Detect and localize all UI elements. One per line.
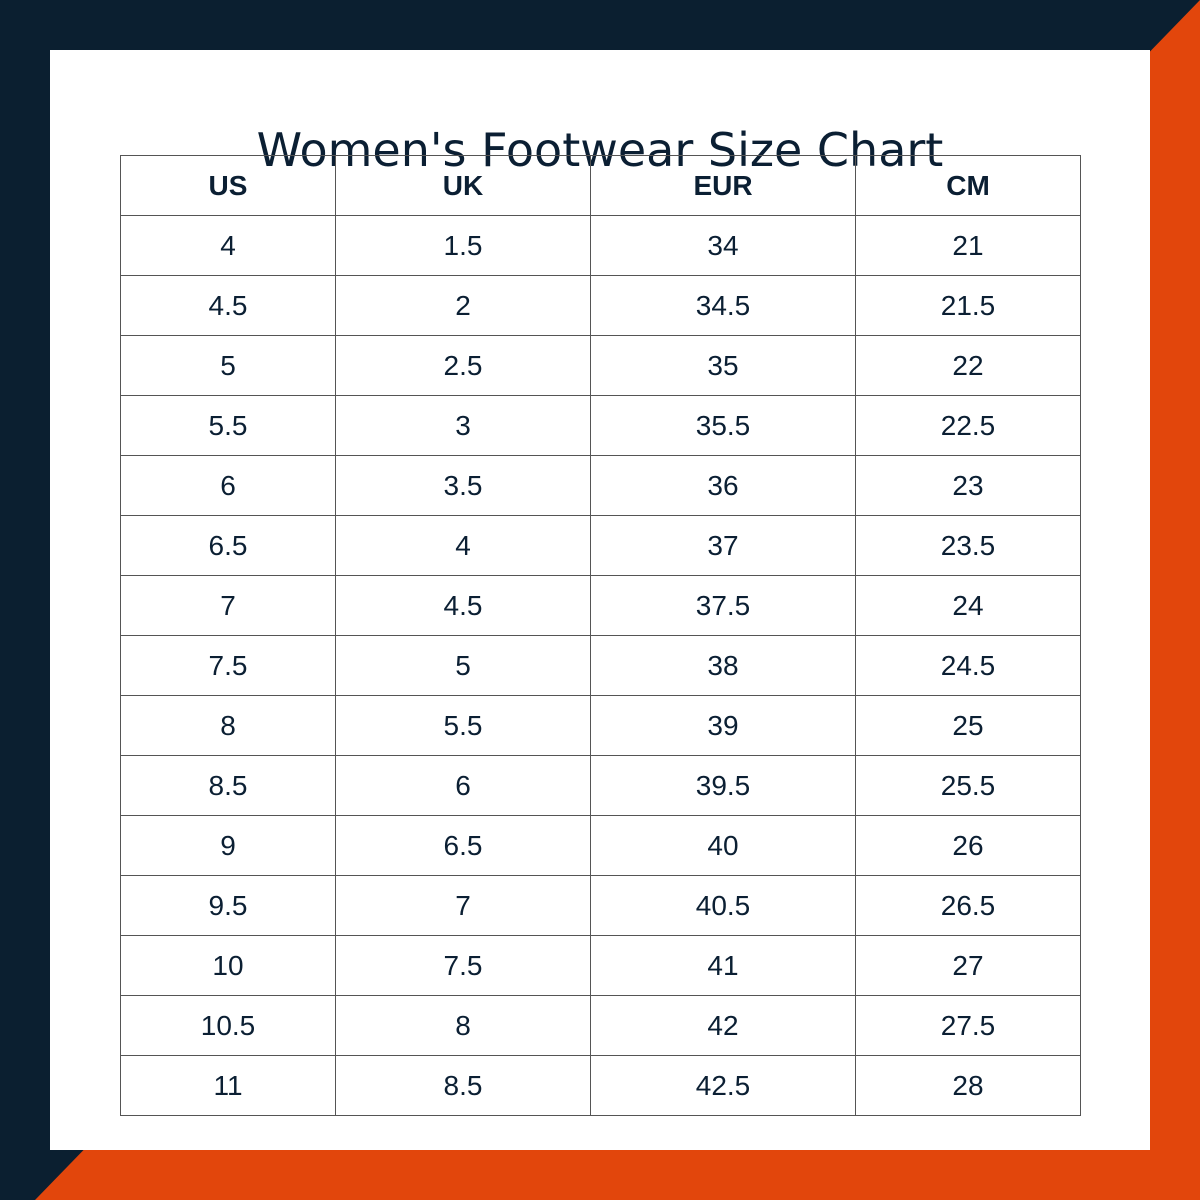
table-cell: 21.5 — [855, 275, 1081, 336]
table-cell: 2.5 — [335, 335, 591, 396]
table-cell: 8.5 — [335, 1055, 591, 1116]
table-row: 8 5.5 39 25 — [120, 695, 1081, 756]
table-cell: 38 — [590, 635, 856, 696]
table-row: 6 3.5 36 23 — [120, 455, 1081, 516]
table-cell: 37.5 — [590, 575, 856, 636]
table-cell: 27.5 — [855, 995, 1081, 1056]
table-cell: 7 — [335, 875, 591, 936]
table-row: 4 1.5 34 21 — [120, 215, 1081, 276]
table-row: 11 8.5 42.5 28 — [120, 1055, 1081, 1116]
table-cell: 42 — [590, 995, 856, 1056]
table-cell: 23.5 — [855, 515, 1081, 576]
table-cell: 26 — [855, 815, 1081, 876]
table-cell: 35.5 — [590, 395, 856, 456]
table-cell: 41 — [590, 935, 856, 996]
table-row: 7 4.5 37.5 24 — [120, 575, 1081, 636]
table-cell: 1.5 — [335, 215, 591, 276]
table-cell: 9 — [120, 815, 336, 876]
table-cell: 5.5 — [120, 395, 336, 456]
table-cell: 37 — [590, 515, 856, 576]
table-cell: 24 — [855, 575, 1081, 636]
table-cell: 34.5 — [590, 275, 856, 336]
table-cell: 24.5 — [855, 635, 1081, 696]
table-cell: 21 — [855, 215, 1081, 276]
table-cell: 40 — [590, 815, 856, 876]
table-cell: 25 — [855, 695, 1081, 756]
table-cell: 7.5 — [120, 635, 336, 696]
table-cell: 9.5 — [120, 875, 336, 936]
table-cell: 27 — [855, 935, 1081, 996]
table-row: 10.5 8 42 27.5 — [120, 995, 1081, 1056]
table-cell: 7.5 — [335, 935, 591, 996]
table-body: 4 1.5 34 21 4.5 2 34.5 21.5 5 2.5 35 22 5.5 3 35.5 22.5… — [120, 215, 1081, 1116]
table-row: 4.5 2 34.5 21.5 — [120, 275, 1081, 336]
table-cell: 8 — [335, 995, 591, 1056]
table-cell: 39 — [590, 695, 856, 756]
table-row: 7.5 5 38 24.5 — [120, 635, 1081, 696]
table-cell: 11 — [120, 1055, 336, 1116]
column-header: UK — [335, 155, 591, 216]
table-row: 8.5 6 39.5 25.5 — [120, 755, 1081, 816]
table-cell: 4.5 — [335, 575, 591, 636]
table-cell: 22.5 — [855, 395, 1081, 456]
table-cell: 6.5 — [120, 515, 336, 576]
table-row: 9.5 7 40.5 26.5 — [120, 875, 1081, 936]
table-cell: 42.5 — [590, 1055, 856, 1116]
column-header: CM — [855, 155, 1081, 216]
table-cell: 8.5 — [120, 755, 336, 816]
table-cell: 22 — [855, 335, 1081, 396]
table-cell: 4 — [120, 215, 336, 276]
table-cell: 10.5 — [120, 995, 336, 1056]
table-cell: 28 — [855, 1055, 1081, 1116]
table-row: 6.5 4 37 23.5 — [120, 515, 1081, 576]
table-cell: 5.5 — [335, 695, 591, 756]
table-cell: 25.5 — [855, 755, 1081, 816]
table-cell: 3.5 — [335, 455, 591, 516]
table-cell: 5 — [335, 635, 591, 696]
table-cell: 6 — [120, 455, 336, 516]
table-cell: 3 — [335, 395, 591, 456]
table-cell: 10 — [120, 935, 336, 996]
table-cell: 6.5 — [335, 815, 591, 876]
column-header: EUR — [590, 155, 856, 216]
table-cell: 6 — [335, 755, 591, 816]
table-cell: 35 — [590, 335, 856, 396]
table-cell: 36 — [590, 455, 856, 516]
table-row: 10 7.5 41 27 — [120, 935, 1081, 996]
table-cell: 2 — [335, 275, 591, 336]
table-cell: 40.5 — [590, 875, 856, 936]
table-cell: 8 — [120, 695, 336, 756]
table-cell: 4.5 — [120, 275, 336, 336]
table-row: 5.5 3 35.5 22.5 — [120, 395, 1081, 456]
table-cell: 23 — [855, 455, 1081, 516]
table-cell: 4 — [335, 515, 591, 576]
table-cell: 26.5 — [855, 875, 1081, 936]
size-table: US UK EUR CM 4 1.5 34 21 4.5 2 34.5 21.5 5 2.5 35 22 5.… — [120, 155, 1081, 1116]
header-row: US UK EUR CM — [120, 155, 1081, 216]
table-cell: 34 — [590, 215, 856, 276]
table-cell: 39.5 — [590, 755, 856, 816]
table-cell: 5 — [120, 335, 336, 396]
table-cell: 7 — [120, 575, 336, 636]
column-header: US — [120, 155, 336, 216]
table-row: 5 2.5 35 22 — [120, 335, 1081, 396]
table-row: 9 6.5 40 26 — [120, 815, 1081, 876]
